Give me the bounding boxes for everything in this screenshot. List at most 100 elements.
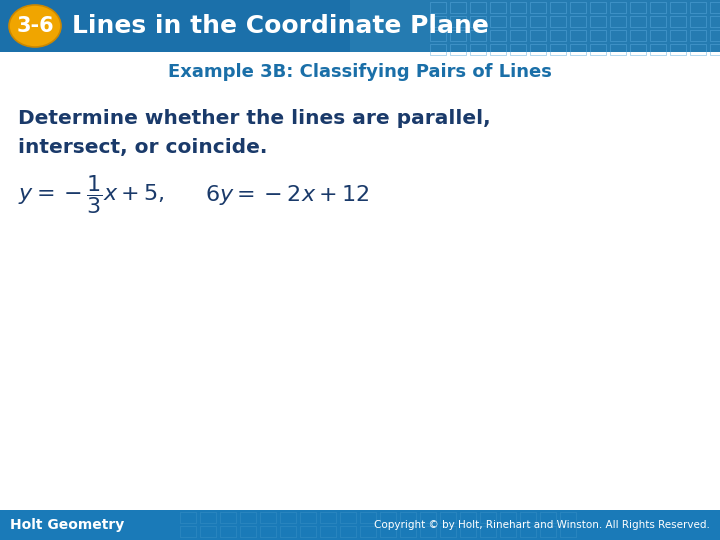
- Bar: [200, 512, 216, 523]
- Bar: [610, 44, 626, 55]
- Bar: [530, 2, 546, 13]
- Bar: [380, 526, 396, 537]
- Bar: [590, 16, 606, 27]
- Bar: [470, 30, 486, 41]
- Bar: [470, 16, 486, 27]
- Bar: [360, 512, 376, 523]
- Bar: [340, 512, 356, 523]
- Bar: [360, 526, 376, 537]
- Bar: [510, 16, 526, 27]
- Bar: [420, 526, 436, 537]
- Bar: [690, 44, 706, 55]
- Bar: [520, 526, 536, 537]
- Bar: [480, 512, 496, 523]
- Text: $6y = -2x+12$: $6y = -2x+12$: [205, 183, 369, 207]
- Bar: [500, 512, 516, 523]
- Bar: [630, 2, 646, 13]
- Text: Copyright © by Holt, Rinehart and Winston. All Rights Reserved.: Copyright © by Holt, Rinehart and Winsto…: [374, 520, 710, 530]
- Bar: [530, 30, 546, 41]
- Bar: [430, 2, 446, 13]
- Bar: [320, 512, 336, 523]
- Bar: [180, 512, 196, 523]
- Bar: [560, 526, 576, 537]
- Bar: [530, 44, 546, 55]
- Bar: [550, 30, 566, 41]
- Bar: [280, 512, 296, 523]
- Bar: [430, 30, 446, 41]
- Bar: [650, 30, 666, 41]
- Bar: [260, 526, 276, 537]
- Bar: [550, 16, 566, 27]
- Bar: [450, 2, 466, 13]
- Bar: [510, 30, 526, 41]
- Bar: [570, 2, 586, 13]
- Bar: [690, 16, 706, 27]
- Bar: [670, 16, 686, 27]
- Bar: [520, 512, 536, 523]
- Bar: [510, 44, 526, 55]
- Bar: [570, 44, 586, 55]
- Bar: [710, 2, 720, 13]
- Bar: [400, 512, 416, 523]
- Bar: [400, 526, 416, 537]
- Bar: [490, 44, 506, 55]
- Bar: [320, 526, 336, 537]
- Bar: [300, 512, 316, 523]
- Bar: [380, 512, 396, 523]
- Bar: [260, 512, 276, 523]
- Bar: [670, 2, 686, 13]
- Bar: [550, 2, 566, 13]
- Bar: [430, 16, 446, 27]
- Bar: [300, 526, 316, 537]
- Bar: [460, 512, 476, 523]
- Bar: [430, 44, 446, 55]
- Text: intersect, or coincide.: intersect, or coincide.: [18, 138, 267, 158]
- Bar: [610, 30, 626, 41]
- Bar: [510, 2, 526, 13]
- Bar: [180, 526, 196, 537]
- Bar: [570, 30, 586, 41]
- Bar: [240, 512, 256, 523]
- Bar: [440, 526, 456, 537]
- Bar: [670, 44, 686, 55]
- Bar: [630, 16, 646, 27]
- Bar: [610, 16, 626, 27]
- Bar: [240, 526, 256, 537]
- Text: Determine whether the lines are parallel,: Determine whether the lines are parallel…: [18, 109, 490, 127]
- Bar: [590, 30, 606, 41]
- Bar: [490, 30, 506, 41]
- Bar: [650, 44, 666, 55]
- Bar: [540, 526, 556, 537]
- Bar: [470, 2, 486, 13]
- Bar: [570, 16, 586, 27]
- Bar: [550, 44, 566, 55]
- Bar: [630, 30, 646, 41]
- Bar: [690, 2, 706, 13]
- Bar: [200, 526, 216, 537]
- Bar: [420, 512, 436, 523]
- Bar: [650, 2, 666, 13]
- Bar: [220, 526, 236, 537]
- Bar: [450, 16, 466, 27]
- Bar: [350, 0, 720, 52]
- Bar: [490, 2, 506, 13]
- Text: Holt Geometry: Holt Geometry: [10, 518, 125, 532]
- Bar: [710, 30, 720, 41]
- Bar: [490, 16, 506, 27]
- Bar: [560, 512, 576, 523]
- Bar: [280, 526, 296, 537]
- Bar: [710, 44, 720, 55]
- Bar: [650, 16, 666, 27]
- Text: $y = -\dfrac{1}{3}x+5,$: $y = -\dfrac{1}{3}x+5,$: [18, 173, 165, 217]
- Bar: [450, 30, 466, 41]
- Bar: [220, 512, 236, 523]
- Bar: [460, 526, 476, 537]
- Bar: [0, 0, 720, 52]
- Bar: [530, 16, 546, 27]
- Bar: [590, 2, 606, 13]
- Bar: [630, 44, 646, 55]
- Bar: [480, 526, 496, 537]
- Bar: [0, 510, 720, 540]
- Bar: [470, 44, 486, 55]
- Bar: [440, 512, 456, 523]
